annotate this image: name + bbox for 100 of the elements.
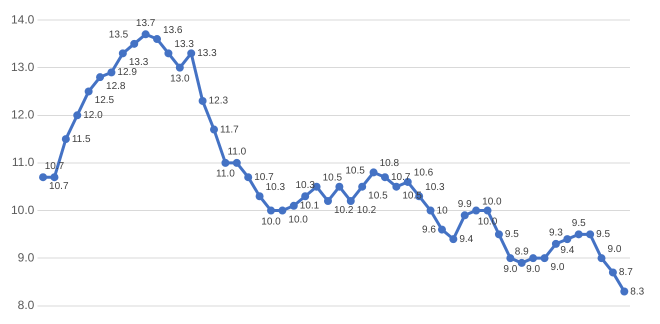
point: [540, 254, 549, 262]
point: [484, 206, 492, 215]
y-tick-label: 9.0: [18, 250, 35, 264]
y-tick-label: 14.0: [10, 12, 35, 26]
data-label: 9.6: [422, 224, 436, 236]
point: [210, 126, 218, 134]
data-label: 13.7: [136, 18, 156, 30]
point: [563, 235, 572, 244]
data-label: 13.3: [128, 57, 149, 68]
point: [130, 40, 138, 48]
point: [62, 135, 70, 144]
data-label: 9.3: [548, 228, 564, 239]
data-label: 11.0: [216, 168, 236, 180]
point: [164, 49, 172, 58]
point: [39, 173, 48, 182]
data-label: 10.8: [380, 158, 400, 170]
data-label: 10.7: [49, 180, 69, 192]
point: [118, 49, 127, 58]
data-label: 9.5: [572, 218, 586, 230]
y-tick-label: 12.0: [10, 108, 35, 122]
data-label: 10.0: [261, 216, 282, 228]
data-label: 10.5: [322, 172, 342, 184]
data-label: 10.3: [425, 182, 446, 193]
data-label: 9.5: [504, 229, 520, 240]
point: [552, 240, 560, 248]
data-label: 9.5: [596, 229, 610, 240]
point: [392, 182, 400, 191]
point: [598, 254, 606, 262]
point: [301, 192, 310, 200]
point: [346, 197, 355, 206]
point: [380, 173, 389, 182]
y-tick-label: 13.0: [10, 60, 35, 74]
data-label: 9.0: [526, 264, 541, 275]
data-label: 10.5: [368, 190, 388, 202]
data-label: 11.0: [227, 146, 247, 158]
point: [73, 111, 82, 120]
y-tick-label: 11.0: [12, 155, 35, 170]
point: [506, 254, 514, 262]
point: [50, 173, 58, 182]
data-label: 12.3: [208, 96, 229, 107]
data-label: 10.0: [482, 196, 502, 208]
data-label: 11.7: [220, 124, 240, 136]
data-label: 9.9: [458, 199, 472, 210]
data-label: 13.3: [197, 48, 218, 60]
point: [187, 49, 196, 58]
data-label: 12.5: [94, 95, 115, 106]
data-label: 10.1: [300, 200, 320, 212]
data-label: 10.0: [288, 214, 308, 226]
data-label: 8.9: [514, 246, 530, 258]
point: [449, 235, 458, 244]
point: [358, 182, 366, 191]
data-label: 11.5: [72, 134, 91, 145]
data-label: 8.3: [630, 286, 645, 298]
point: [574, 230, 583, 238]
data-label: 10.3: [266, 182, 286, 193]
point: [620, 288, 628, 296]
point: [608, 268, 617, 276]
point: [96, 73, 104, 82]
data-label: 9.0: [503, 264, 518, 275]
point: [438, 226, 446, 234]
point: [84, 87, 93, 96]
point: [370, 168, 378, 176]
data-label: 9.4: [459, 234, 474, 245]
data-label: 8.7: [618, 267, 634, 278]
data-label: 9.0: [550, 262, 565, 273]
point: [494, 230, 503, 238]
data-label: 13.3: [174, 39, 194, 50]
point: [518, 258, 526, 267]
point: [221, 158, 230, 167]
point: [198, 96, 207, 105]
point: [335, 182, 344, 191]
point: [266, 206, 275, 215]
data-label: 9.4: [560, 244, 575, 256]
data-label: 10.7: [254, 172, 274, 183]
point: [472, 206, 480, 215]
point: [244, 173, 252, 182]
point: [176, 64, 184, 72]
point: [529, 254, 538, 262]
data-label: 10.6: [414, 168, 434, 179]
data-label: 10.2: [334, 204, 354, 216]
point: [290, 202, 298, 210]
point: [278, 206, 286, 215]
data-label: 10.7: [390, 172, 411, 183]
point: [426, 206, 435, 215]
data-label: 12.0: [83, 110, 104, 122]
point: [232, 158, 241, 167]
data-label: 13.5: [108, 30, 129, 41]
y-tick-label: 10.0: [10, 202, 35, 217]
point: [586, 230, 594, 238]
point: [142, 30, 150, 38]
data-label: 10.2: [356, 204, 377, 216]
point: [256, 192, 264, 200]
data-label: 9.0: [608, 244, 622, 255]
point: [460, 211, 469, 220]
data-label: 12.8: [106, 80, 126, 92]
data-label: 13.6: [163, 24, 183, 36]
point: [107, 68, 116, 76]
data-label: 10: [436, 205, 448, 216]
point: [324, 197, 332, 206]
data-label: 13.0: [170, 73, 190, 84]
